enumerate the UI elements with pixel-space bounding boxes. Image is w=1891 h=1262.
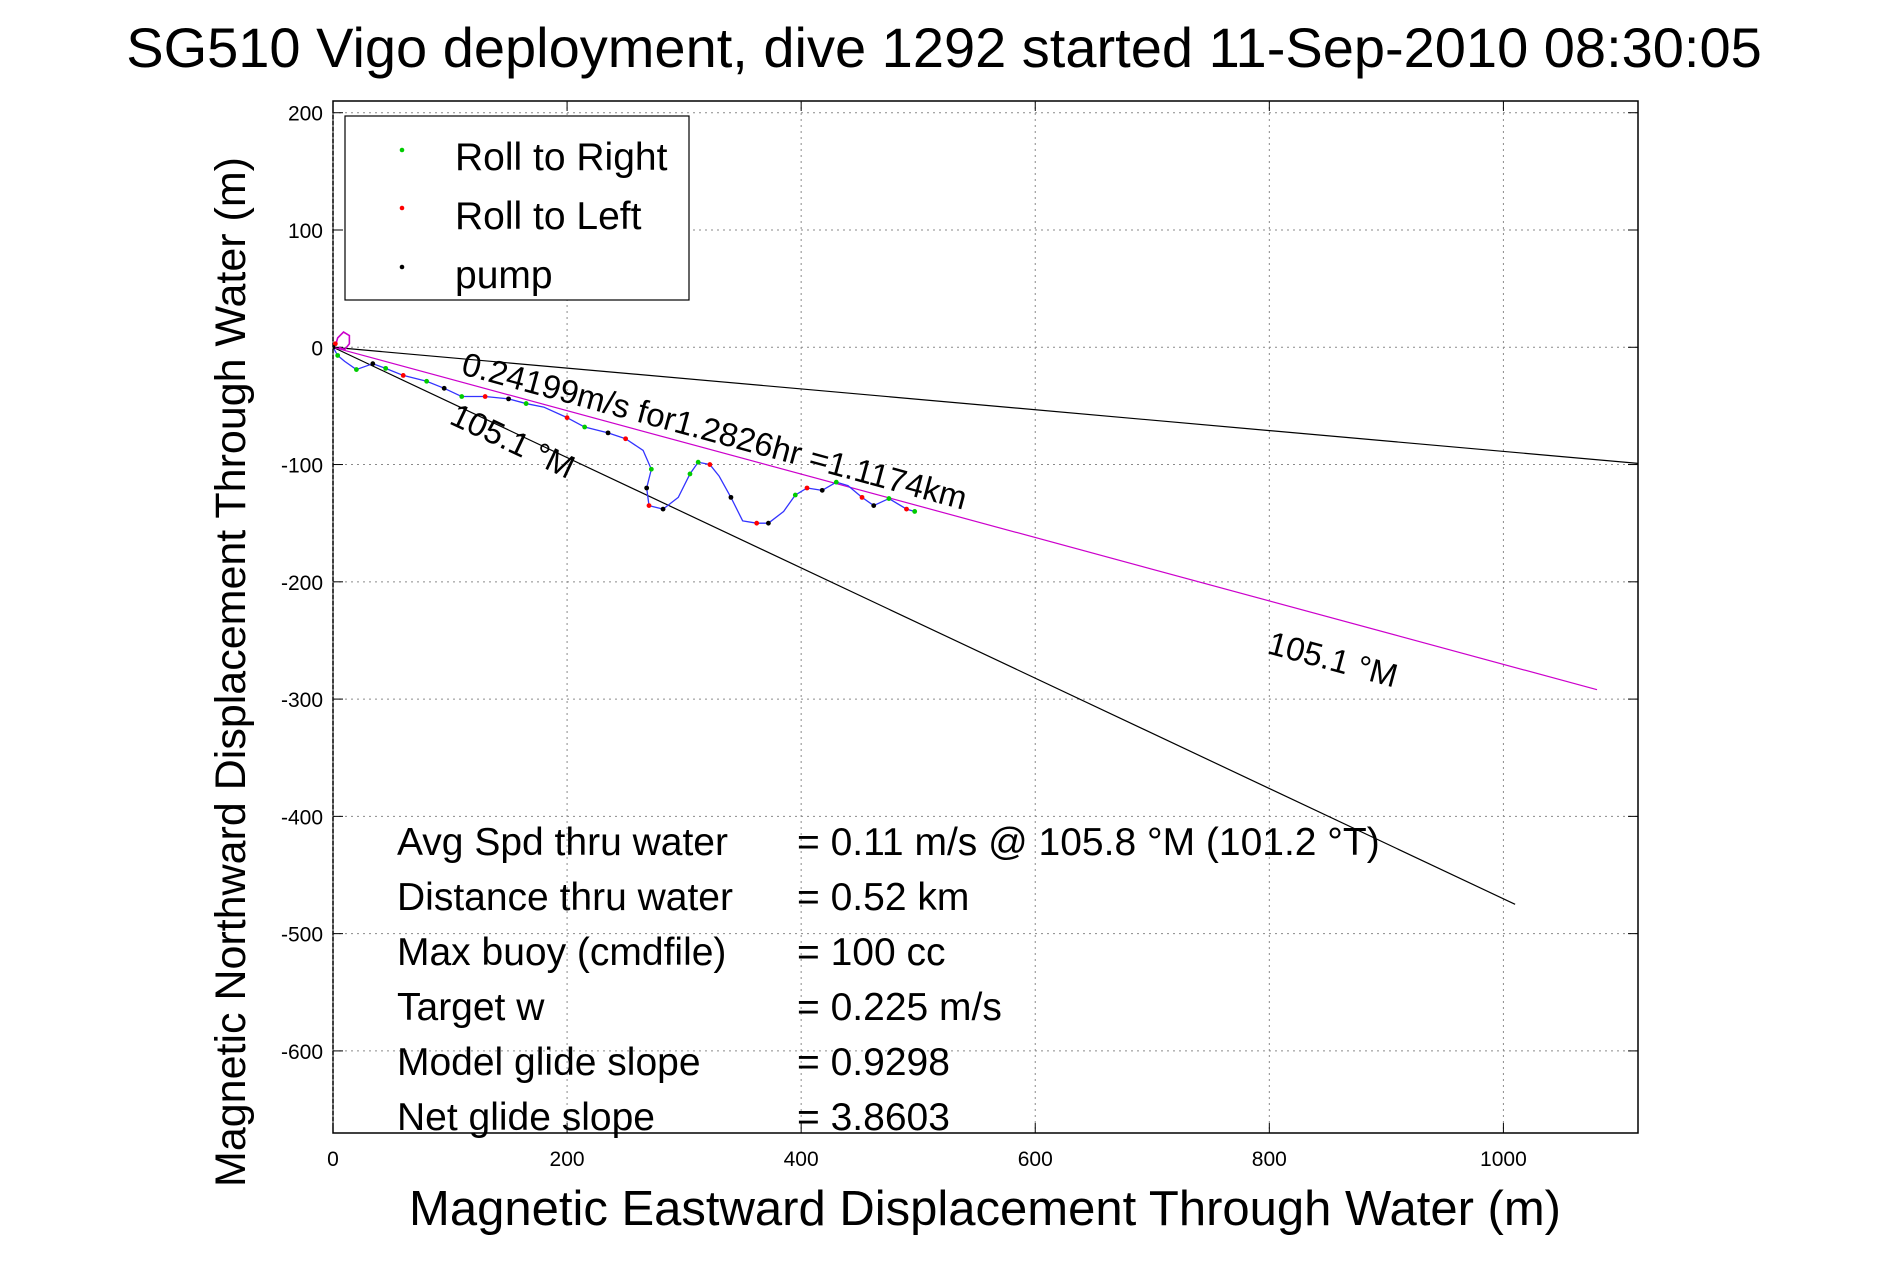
roll-left-point bbox=[646, 503, 652, 508]
roll-left-point bbox=[564, 415, 570, 421]
reference-line bbox=[333, 346, 1598, 691]
pump-point bbox=[333, 344, 336, 350]
y-tick-label: 100 bbox=[288, 220, 323, 243]
roll-right-point bbox=[383, 365, 389, 371]
track-markers bbox=[333, 341, 918, 526]
pump-point bbox=[605, 430, 611, 436]
roll-right-point bbox=[792, 492, 798, 498]
roll-right-point bbox=[582, 424, 588, 430]
stat-value-net-glide: = 3.8603 bbox=[797, 1096, 950, 1139]
roll-left-point bbox=[904, 506, 909, 512]
legend-label-pump: pump bbox=[455, 254, 553, 297]
legend: Roll to Right Roll to Left pump bbox=[344, 115, 690, 301]
x-tick-label: 200 bbox=[550, 1148, 585, 1171]
roll-left-point bbox=[707, 462, 713, 467]
roll-left-point bbox=[754, 520, 760, 526]
y-axis-label: Magnetic Northward Displacement Through … bbox=[207, 157, 255, 1187]
axis-ticks: 0 200 400 600 800 10002001000-100-200-300-400… bbox=[281, 101, 1638, 1171]
pump-point bbox=[370, 361, 376, 367]
y-tick-label: -100 bbox=[281, 455, 323, 478]
stat-label-target-w: Target w bbox=[397, 986, 545, 1029]
x-tick-label: 1000 bbox=[1480, 1148, 1527, 1171]
stat-value-distance: = 0.52 km bbox=[797, 876, 969, 919]
x-axis-label: Magnetic Eastward Displacement Through W… bbox=[409, 1182, 1561, 1236]
pump-point bbox=[728, 494, 734, 500]
legend-label-roll-right: Roll to Right bbox=[455, 136, 668, 179]
y-tick-label: -200 bbox=[281, 572, 323, 595]
x-tick-label: 800 bbox=[1252, 1148, 1287, 1171]
y-tick-label: -600 bbox=[281, 1041, 323, 1064]
legend-marker-roll-right bbox=[399, 147, 405, 153]
roll-right-point bbox=[335, 353, 341, 358]
start-loop bbox=[334, 331, 351, 351]
stat-value-avg-speed: = 0.11 m/s @ 105.8 °M (101.2 °T) bbox=[797, 821, 1380, 864]
stat-value-target-w: = 0.225 m/s bbox=[797, 986, 1002, 1029]
y-tick-label: 200 bbox=[288, 103, 323, 126]
roll-left-point bbox=[859, 494, 865, 500]
legend-marker-pump bbox=[399, 264, 405, 270]
pump-point bbox=[819, 487, 825, 493]
x-tick-label: 600 bbox=[1018, 1148, 1053, 1171]
stat-label-max-buoy: Max buoy (cmdfile) bbox=[397, 931, 726, 974]
roll-right-point bbox=[912, 509, 918, 514]
pump-point bbox=[765, 520, 771, 526]
y-tick-label: 0 bbox=[311, 337, 323, 360]
roll-right-point bbox=[648, 466, 654, 472]
pump-point bbox=[660, 506, 666, 512]
stat-label-distance: Distance thru water bbox=[397, 876, 733, 919]
roll-right-point bbox=[354, 367, 359, 372]
y-tick-label: -300 bbox=[281, 689, 323, 712]
roll-right-point bbox=[886, 496, 892, 501]
roll-left-point bbox=[623, 436, 629, 442]
stat-label-model-glide: Model glide slope bbox=[397, 1041, 701, 1084]
reference-lines bbox=[333, 346, 1638, 905]
roll-left-point bbox=[333, 341, 338, 347]
pump-point bbox=[871, 503, 877, 508]
pump-point bbox=[441, 385, 447, 391]
reference-line bbox=[333, 346, 1516, 905]
roll-right-point bbox=[695, 459, 701, 465]
x-tick-label: 400 bbox=[784, 1148, 819, 1171]
stat-label-net-glide: Net glide slope bbox=[397, 1096, 655, 1139]
grid-lines bbox=[332, 101, 1638, 1133]
roll-right-point bbox=[459, 394, 465, 399]
roll-left-point bbox=[400, 373, 406, 378]
roll-right-point bbox=[424, 378, 430, 384]
roll-right-point bbox=[687, 471, 693, 477]
legend-marker-roll-left bbox=[399, 205, 405, 211]
stat-value-model-glide: = 0.9298 bbox=[797, 1041, 950, 1084]
roll-right-point bbox=[833, 479, 839, 485]
pump-point bbox=[506, 396, 511, 402]
roll-left-point bbox=[804, 485, 810, 491]
roll-right-point bbox=[523, 401, 529, 406]
legend-label-roll-left: Roll to Left bbox=[455, 195, 642, 238]
stat-value-max-buoy: = 100 cc bbox=[797, 931, 946, 974]
y-tick-label: -400 bbox=[281, 806, 323, 829]
roll-left-point bbox=[482, 394, 488, 399]
stat-label-avg-speed: Avg Spd thru water bbox=[397, 821, 728, 864]
y-tick-label: -500 bbox=[281, 924, 323, 947]
chart-title: SG510 Vigo deployment, dive 1292 started… bbox=[126, 16, 1762, 79]
reference-line bbox=[333, 346, 1638, 464]
pump-point bbox=[644, 485, 650, 491]
x-tick-label: 0 bbox=[327, 1148, 339, 1171]
stats-block: Avg Spd thru water = 0.11 m/s @ 105.8 °M… bbox=[397, 821, 1380, 1139]
